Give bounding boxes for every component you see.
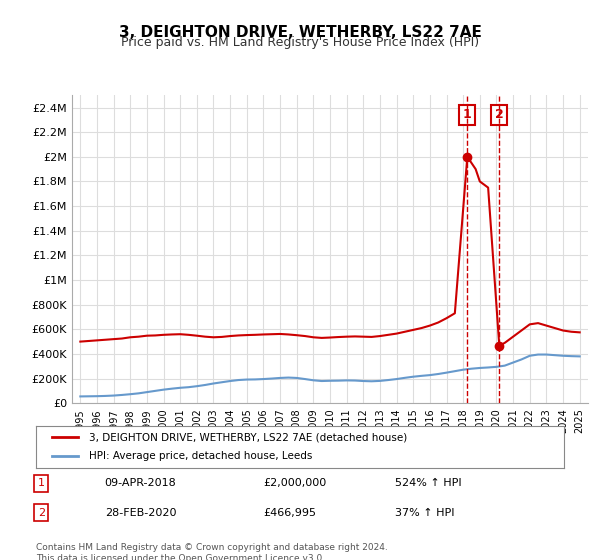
Text: 3, DEIGHTON DRIVE, WETHERBY, LS22 7AE: 3, DEIGHTON DRIVE, WETHERBY, LS22 7AE xyxy=(119,25,481,40)
Text: 2: 2 xyxy=(38,508,45,518)
Text: Contains HM Land Registry data © Crown copyright and database right 2024.
This d: Contains HM Land Registry data © Crown c… xyxy=(36,543,388,560)
Text: HPI: Average price, detached house, Leeds: HPI: Average price, detached house, Leed… xyxy=(89,451,312,461)
Text: 2: 2 xyxy=(495,109,503,122)
Text: 3, DEIGHTON DRIVE, WETHERBY, LS22 7AE (detached house): 3, DEIGHTON DRIVE, WETHERBY, LS22 7AE (d… xyxy=(89,432,407,442)
Text: 28-FEB-2020: 28-FEB-2020 xyxy=(104,508,176,518)
Text: £2,000,000: £2,000,000 xyxy=(263,478,326,488)
Text: £466,995: £466,995 xyxy=(263,508,316,518)
Text: 37% ↑ HPI: 37% ↑ HPI xyxy=(395,508,455,518)
Text: 1: 1 xyxy=(463,109,472,122)
Text: 524% ↑ HPI: 524% ↑ HPI xyxy=(395,478,461,488)
Text: Price paid vs. HM Land Registry's House Price Index (HPI): Price paid vs. HM Land Registry's House … xyxy=(121,36,479,49)
Text: 09-APR-2018: 09-APR-2018 xyxy=(104,478,176,488)
Text: 1: 1 xyxy=(38,478,45,488)
